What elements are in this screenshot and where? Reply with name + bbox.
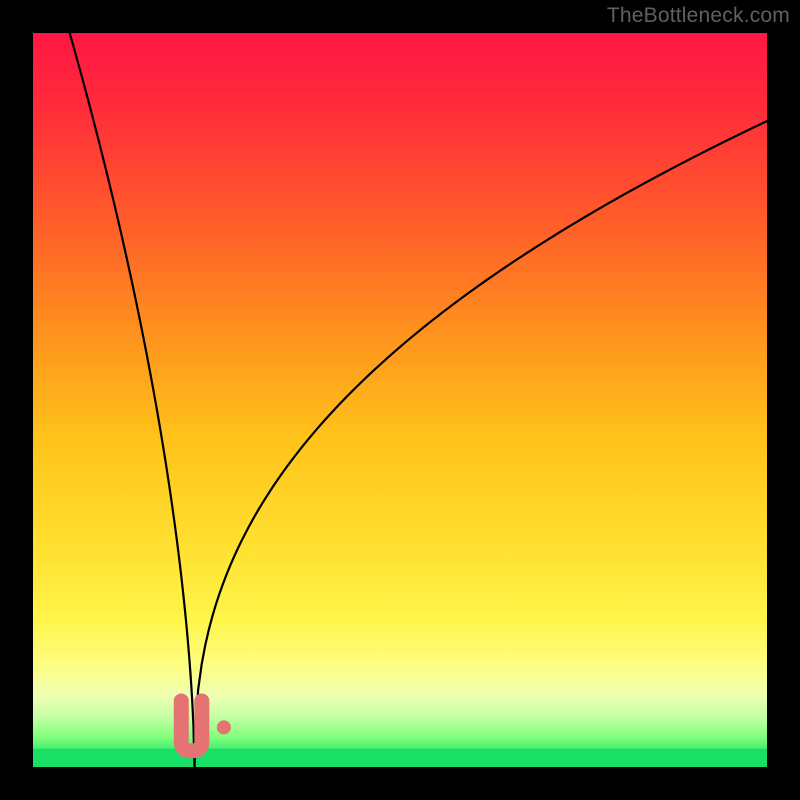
bottleneck-curve-chart (0, 0, 800, 800)
chart-container: TheBottleneck.com (0, 0, 800, 800)
green-baseline-band (33, 749, 767, 767)
marker-dot (217, 720, 231, 734)
plot-background-gradient (33, 33, 767, 767)
attribution-label: TheBottleneck.com (607, 4, 790, 28)
